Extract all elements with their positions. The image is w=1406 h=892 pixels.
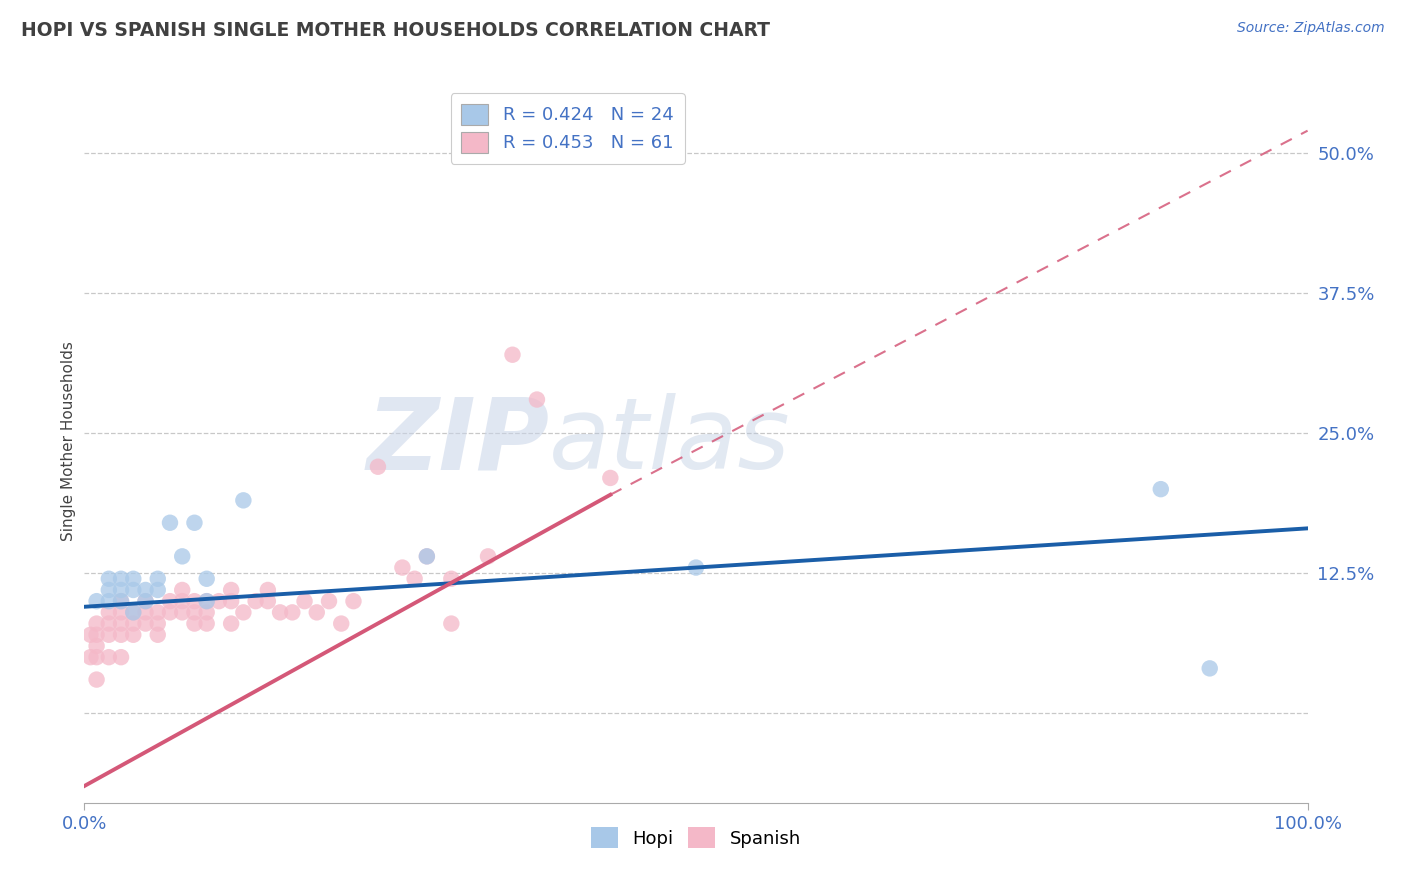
Point <box>135 616 157 631</box>
Point <box>440 572 463 586</box>
Point <box>1150 482 1173 496</box>
Point <box>122 606 145 620</box>
Point <box>305 606 328 620</box>
Text: ZIP: ZIP <box>366 393 550 490</box>
Point <box>195 594 218 608</box>
Point <box>97 572 120 586</box>
Point <box>110 650 132 665</box>
Point <box>599 471 621 485</box>
Y-axis label: Single Mother Households: Single Mother Households <box>60 342 76 541</box>
Point <box>135 606 157 620</box>
Text: HOPI VS SPANISH SINGLE MOTHER HOUSEHOLDS CORRELATION CHART: HOPI VS SPANISH SINGLE MOTHER HOUSEHOLDS… <box>21 21 770 39</box>
Point <box>526 392 548 407</box>
Point <box>159 516 181 530</box>
Point <box>146 572 169 586</box>
Point <box>110 594 132 608</box>
Point <box>122 572 145 586</box>
Point <box>146 628 169 642</box>
Text: Source: ZipAtlas.com: Source: ZipAtlas.com <box>1237 21 1385 35</box>
Point <box>294 594 316 608</box>
Point <box>86 594 108 608</box>
Point <box>208 594 231 608</box>
Point <box>110 628 132 642</box>
Point <box>79 650 101 665</box>
Point <box>391 560 413 574</box>
Point <box>97 616 120 631</box>
Point <box>219 594 242 608</box>
Point <box>97 606 120 620</box>
Legend: Hopi, Spanish: Hopi, Spanish <box>583 820 808 855</box>
Point <box>86 616 108 631</box>
Point <box>269 606 291 620</box>
Point <box>97 628 120 642</box>
Point <box>122 616 145 631</box>
Point <box>110 606 132 620</box>
Point <box>110 594 132 608</box>
Point <box>183 594 205 608</box>
Point <box>257 582 280 597</box>
Point <box>195 594 218 608</box>
Point <box>172 594 194 608</box>
Point <box>195 606 218 620</box>
Point <box>79 628 101 642</box>
Point <box>1198 661 1220 675</box>
Point <box>183 616 205 631</box>
Point <box>122 582 145 597</box>
Text: atlas: atlas <box>550 393 790 490</box>
Point <box>245 594 267 608</box>
Point <box>86 628 108 642</box>
Point <box>122 628 145 642</box>
Point <box>219 582 242 597</box>
Point <box>110 616 132 631</box>
Point <box>97 650 120 665</box>
Point <box>416 549 439 564</box>
Point <box>477 549 499 564</box>
Point <box>281 606 304 620</box>
Point <box>318 594 340 608</box>
Point <box>122 606 145 620</box>
Point <box>86 639 108 653</box>
Point <box>330 616 353 631</box>
Point <box>135 582 157 597</box>
Point <box>172 606 194 620</box>
Point <box>97 582 120 597</box>
Point <box>685 560 707 574</box>
Point <box>159 594 181 608</box>
Point <box>146 606 169 620</box>
Point <box>404 572 426 586</box>
Point <box>342 594 364 608</box>
Point <box>135 594 157 608</box>
Point <box>219 616 242 631</box>
Point <box>440 616 463 631</box>
Point <box>172 582 194 597</box>
Point <box>172 549 194 564</box>
Point <box>86 673 108 687</box>
Point <box>97 594 120 608</box>
Point <box>146 582 169 597</box>
Point <box>416 549 439 564</box>
Point <box>502 348 524 362</box>
Point <box>257 594 280 608</box>
Point <box>232 493 254 508</box>
Point <box>183 516 205 530</box>
Point <box>183 606 205 620</box>
Point <box>232 606 254 620</box>
Point <box>110 582 132 597</box>
Point <box>146 616 169 631</box>
Point <box>159 606 181 620</box>
Point <box>135 594 157 608</box>
Point <box>195 616 218 631</box>
Point <box>367 459 389 474</box>
Point <box>86 650 108 665</box>
Point <box>195 572 218 586</box>
Point <box>110 572 132 586</box>
